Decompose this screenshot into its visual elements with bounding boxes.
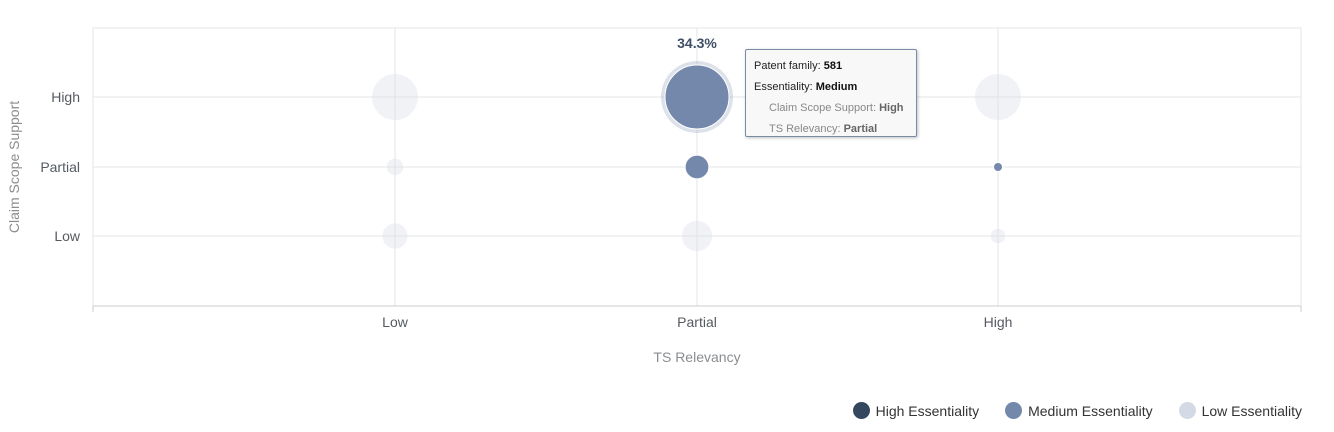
tooltip-family-value: 581 bbox=[823, 60, 843, 72]
y-tick-label-partial: Partial bbox=[40, 159, 80, 175]
legend-label-medium: Medium Essentiality bbox=[1028, 402, 1153, 419]
bubble-low-low-low bbox=[382, 223, 408, 249]
bubble-low-low-partial bbox=[386, 158, 404, 176]
bubble-medium-partial-high bbox=[664, 64, 730, 130]
tooltip-ts-value: Partial bbox=[843, 123, 878, 135]
tooltip-essentiality-value: Medium bbox=[815, 81, 858, 93]
tooltip-claim-label: Claim Scope Support: bbox=[769, 102, 880, 114]
y-axis-title: Claim Scope Support bbox=[6, 101, 22, 233]
legend-label-high: High Essentiality bbox=[875, 402, 980, 419]
x-tick-label-partial: Partial bbox=[677, 314, 717, 330]
legend-item-low-essentiality[interactable]: Low Essentiality bbox=[1178, 402, 1302, 419]
chart-legend: High Essentiality Medium Essentiality Lo… bbox=[852, 402, 1302, 419]
bubbles-layer: 34.3% bbox=[372, 35, 1021, 252]
x-axis-title: TS Relevancy bbox=[653, 349, 740, 365]
tooltip-ts-row: TS Relevancy: Partial bbox=[754, 119, 908, 140]
tooltip-ts-label: TS Relevancy: bbox=[769, 123, 844, 135]
grid-lines bbox=[92, 27, 1302, 312]
y-tick-label-low: Low bbox=[54, 228, 81, 244]
legend-item-high-essentiality[interactable]: High Essentiality bbox=[852, 402, 980, 419]
tooltip-essentiality-row: Essentiality: Medium bbox=[754, 77, 908, 98]
x-tick-label-high: High bbox=[984, 314, 1013, 330]
tooltip-claim-value: High bbox=[879, 102, 904, 114]
tooltip-claim-row: Claim Scope Support: High bbox=[754, 98, 908, 119]
bubble-low-partial-low bbox=[681, 220, 713, 252]
bubble-medium-high-partial bbox=[993, 162, 1003, 172]
legend-marker-low bbox=[1178, 402, 1196, 419]
x-tick-label-low: Low bbox=[382, 314, 409, 330]
tooltip-essentiality-label: Essentiality: bbox=[754, 81, 816, 93]
tooltip-family-label: Patent family: bbox=[754, 60, 824, 72]
legend-label-low: Low Essentiality bbox=[1201, 402, 1302, 419]
bubble-low-high-low bbox=[990, 228, 1006, 244]
bubble-tooltip: Patent family: 581 Essentiality: Medium … bbox=[745, 49, 917, 137]
bubble-medium-partial-high-data-label: 34.3% bbox=[677, 35, 717, 51]
bubble-low-high-high bbox=[975, 74, 1021, 120]
bubble-low-low-high bbox=[372, 74, 418, 120]
bubble-medium-partial-partial bbox=[684, 154, 710, 180]
legend-item-medium-essentiality[interactable]: Medium Essentiality bbox=[1005, 402, 1153, 419]
legend-marker-medium bbox=[1005, 402, 1023, 419]
y-tick-label-high: High bbox=[51, 89, 80, 105]
tooltip-family-row: Patent family: 581 bbox=[754, 56, 908, 77]
legend-marker-high bbox=[852, 402, 870, 419]
